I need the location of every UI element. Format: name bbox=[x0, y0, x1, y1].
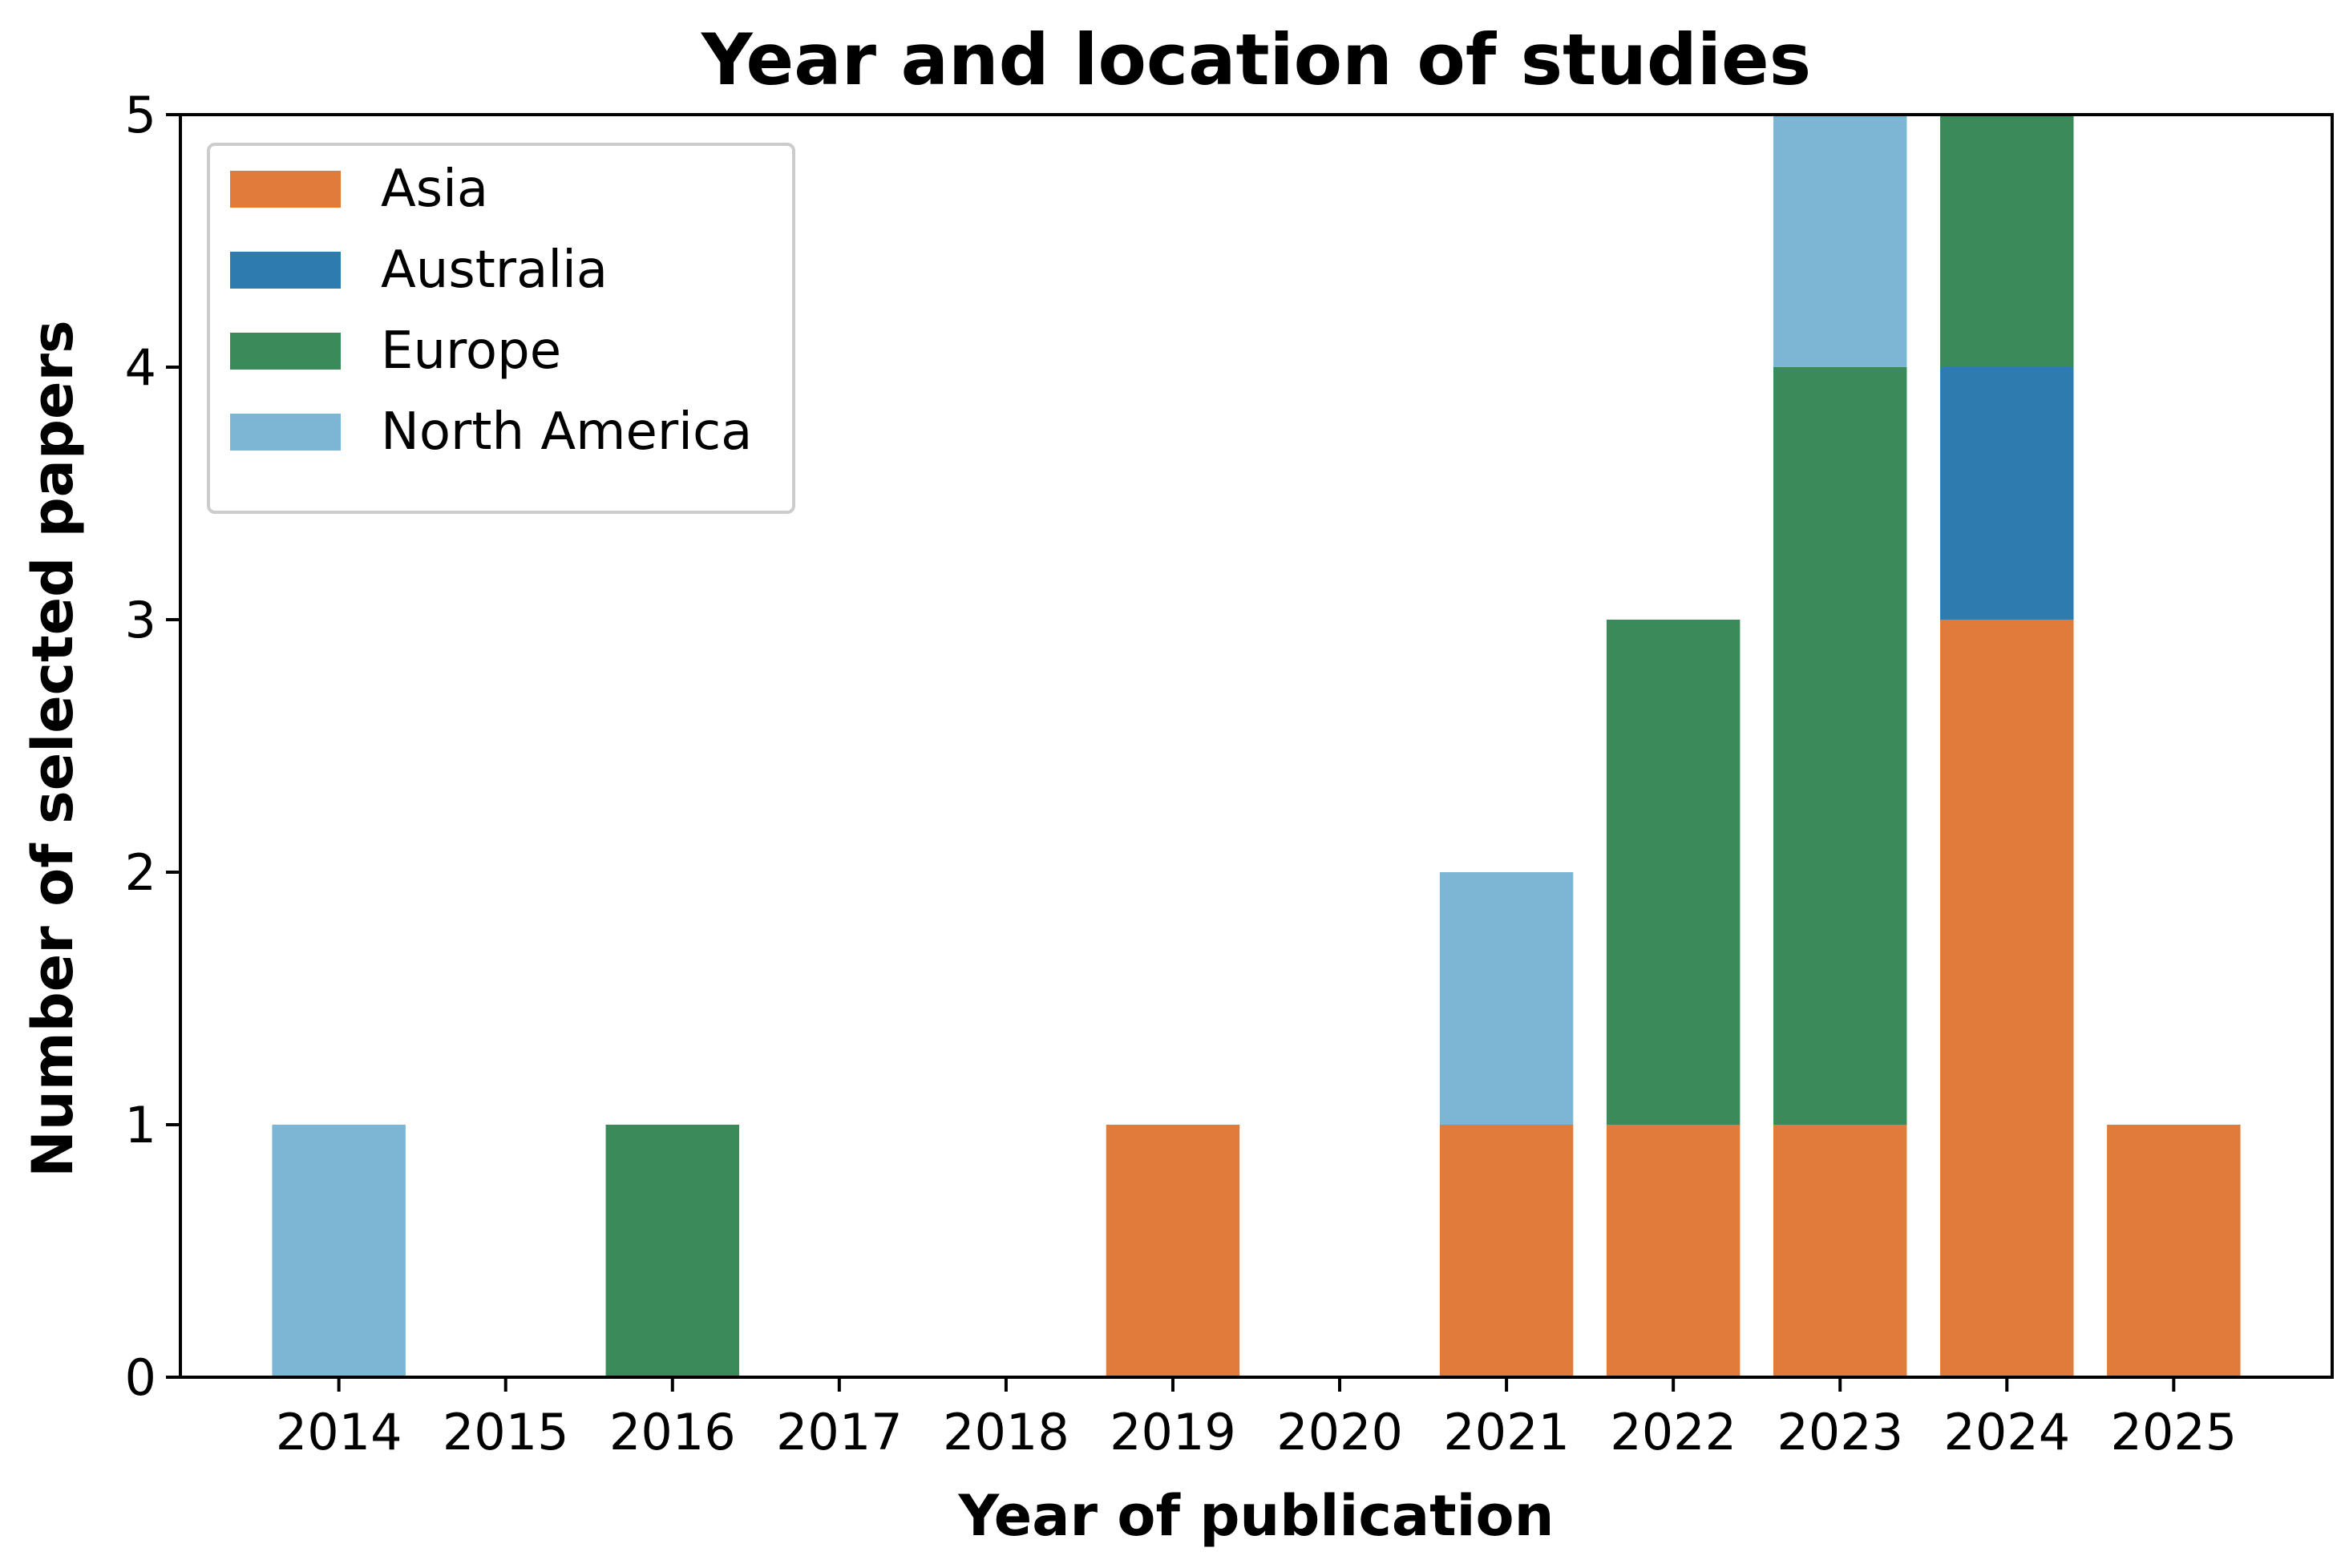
bar-europe-2024 bbox=[1940, 115, 2074, 367]
bar-asia-2019 bbox=[1106, 1125, 1240, 1377]
x-tick-label: 2019 bbox=[1110, 1403, 1236, 1461]
x-tick-label: 2022 bbox=[1610, 1403, 1736, 1461]
x-tick-label: 2018 bbox=[943, 1403, 1069, 1461]
bar-europe-2016 bbox=[605, 1125, 740, 1377]
bar-north-america-2023 bbox=[1773, 115, 1907, 367]
legend-label-europe: Europe bbox=[381, 321, 561, 381]
legend-label-north-america: North America bbox=[381, 402, 752, 462]
y-tick-label: 2 bbox=[125, 843, 156, 902]
legend-swatch-north-america bbox=[230, 414, 341, 451]
bar-north-america-2021 bbox=[1439, 872, 1574, 1125]
legend-swatch-asia bbox=[230, 171, 341, 208]
legend-swatch-europe bbox=[230, 333, 341, 370]
y-tick-label: 1 bbox=[125, 1096, 156, 1154]
bar-asia-2022 bbox=[1606, 1125, 1741, 1377]
chart-title: Year and location of studies bbox=[701, 18, 1811, 101]
x-tick-label: 2015 bbox=[443, 1403, 569, 1461]
x-tick-label: 2020 bbox=[1276, 1403, 1403, 1461]
bar-asia-2023 bbox=[1773, 1125, 1907, 1377]
bar-asia-2021 bbox=[1439, 1125, 1574, 1377]
x-tick-label: 2025 bbox=[2110, 1403, 2237, 1461]
x-tick-label: 2024 bbox=[1943, 1403, 2070, 1461]
legend-frame bbox=[207, 143, 795, 514]
y-tick-label: 4 bbox=[125, 338, 156, 397]
y-axis-ticks: 0 1 2 3 4 5 bbox=[125, 86, 180, 1407]
legend: Asia Australia Europe North America bbox=[207, 143, 795, 514]
x-tick-label: 2023 bbox=[1777, 1403, 1903, 1461]
x-tick-label: 2021 bbox=[1443, 1403, 1570, 1461]
bars-group bbox=[272, 115, 2241, 1377]
bar-asia-2024 bbox=[1940, 620, 2074, 1377]
x-axis-ticks: 2014 2015 2016 2017 2018 2019 2020 2021 2022 2023… bbox=[276, 1377, 2237, 1461]
bar-europe-2022 bbox=[1606, 620, 1741, 1125]
plot-area-frame bbox=[179, 113, 2334, 1379]
y-tick-label: 5 bbox=[125, 86, 156, 144]
y-tick-label: 0 bbox=[125, 1348, 156, 1407]
x-axis-label: Year of publication bbox=[958, 1483, 1555, 1549]
bar-europe-2023 bbox=[1773, 367, 1907, 1125]
bar-australia-2024 bbox=[1940, 367, 2074, 620]
y-tick-label: 3 bbox=[125, 591, 156, 649]
legend-swatch-australia bbox=[230, 252, 341, 289]
x-tick-label: 2014 bbox=[276, 1403, 402, 1461]
legend-label-asia: Asia bbox=[381, 160, 488, 219]
bar-asia-2025 bbox=[2107, 1125, 2241, 1377]
x-tick-label: 2016 bbox=[609, 1403, 736, 1461]
bar-north-america-2014 bbox=[272, 1125, 406, 1377]
legend-label-australia: Australia bbox=[381, 240, 608, 300]
x-tick-label: 2017 bbox=[776, 1403, 903, 1461]
y-axis-label: Number of selected papers bbox=[20, 320, 86, 1177]
